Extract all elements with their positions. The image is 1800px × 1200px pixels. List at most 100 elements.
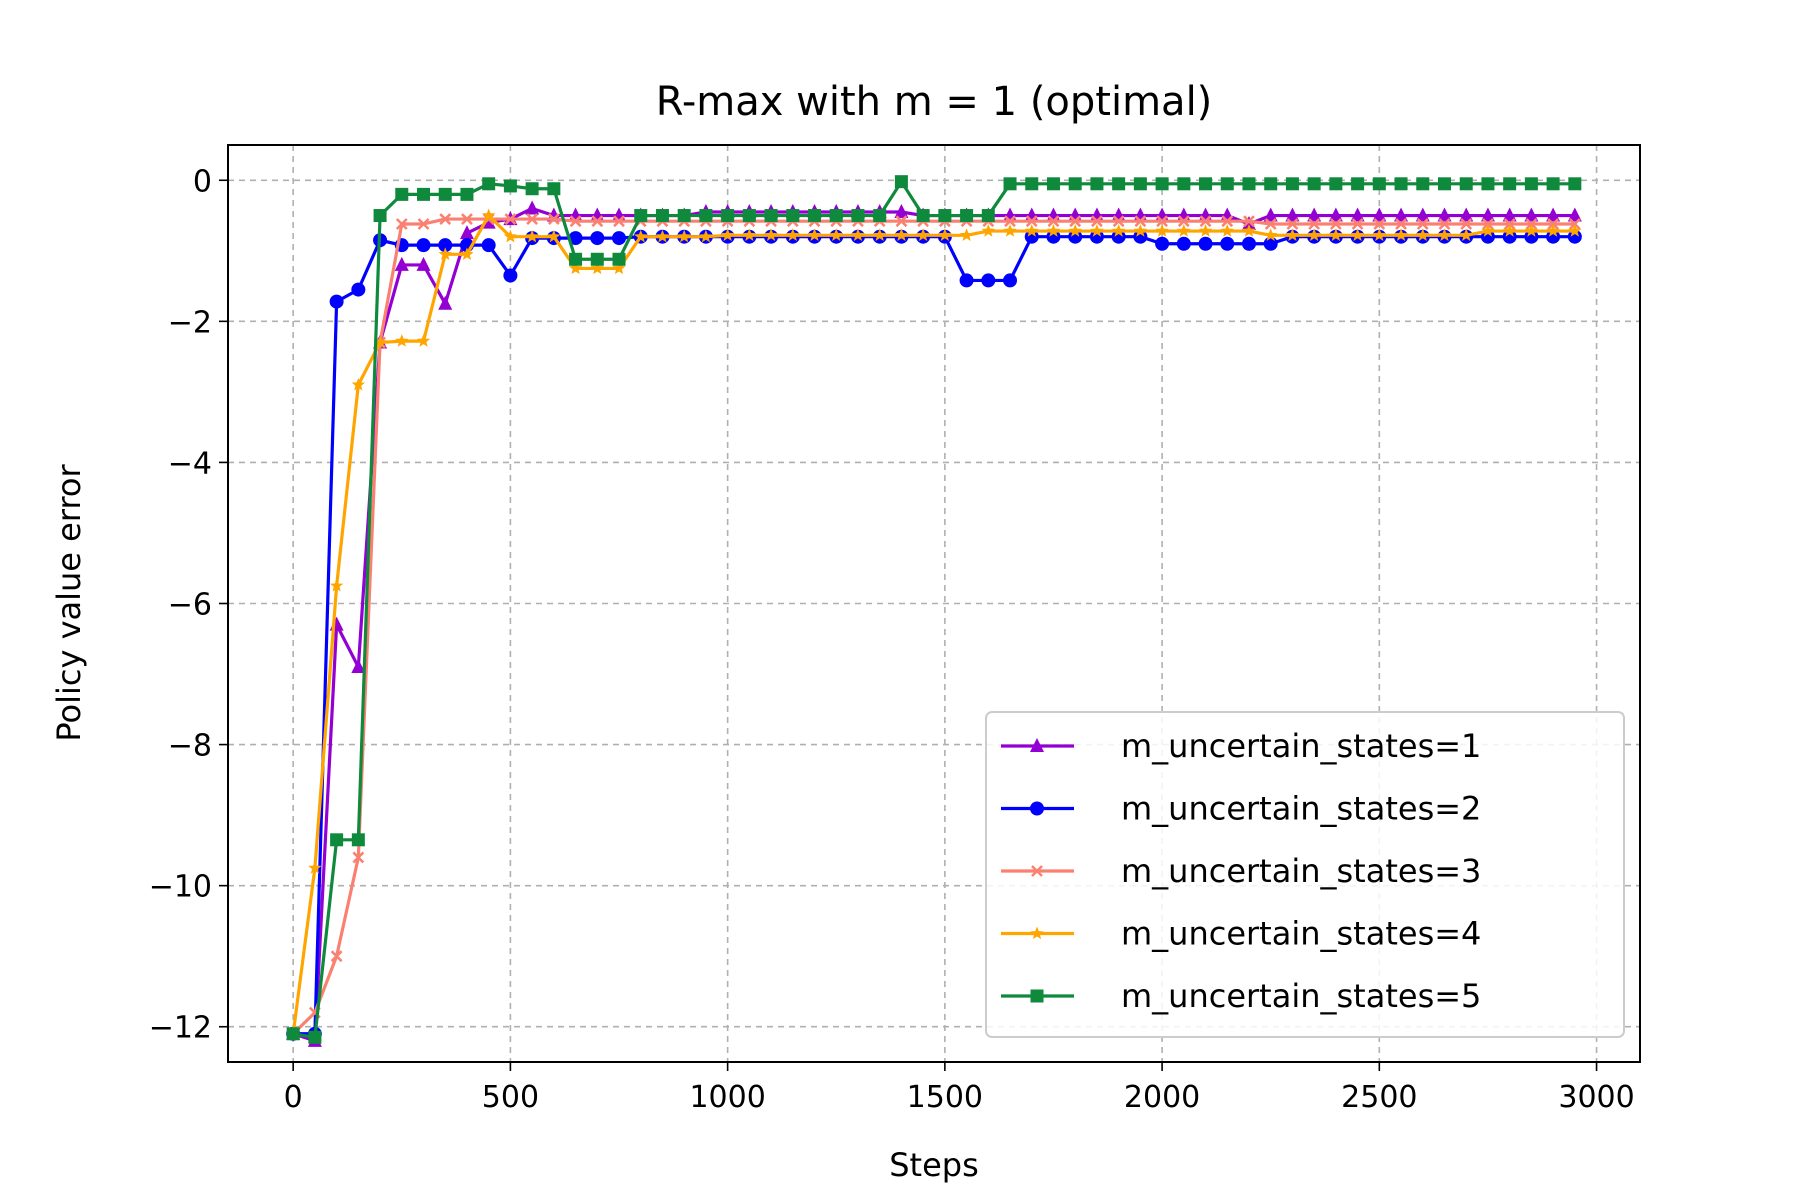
y-tick-label: −4 — [168, 446, 212, 481]
series-5-point — [1220, 177, 1234, 191]
series-5-point — [721, 209, 735, 223]
marker-stroke — [1221, 215, 1234, 228]
series-2-point — [1024, 229, 1039, 244]
series-2-point — [1198, 236, 1213, 251]
series-1-point — [1394, 207, 1409, 222]
x-tick-label: 1500 — [907, 1080, 983, 1115]
series-5-point — [1003, 177, 1017, 191]
marker-stroke — [569, 215, 582, 228]
series-5-point — [395, 187, 409, 201]
series-3-point — [504, 213, 517, 225]
series-5-point — [438, 187, 452, 201]
marker-stroke — [1416, 218, 1429, 230]
series-4-point — [329, 578, 344, 592]
series-4-point — [612, 261, 626, 275]
marker-stroke — [1525, 218, 1538, 230]
series-4-point — [1220, 224, 1234, 237]
series-5 — [286, 175, 1582, 1044]
series-1-point — [394, 256, 409, 271]
series-1-point — [1459, 207, 1474, 222]
series-2-point — [329, 294, 344, 309]
legend-label: m_uncertain_states=5 — [1121, 977, 1481, 1015]
series-5-point — [482, 177, 496, 191]
marker-stroke — [1329, 218, 1342, 230]
series-5-point — [308, 1030, 322, 1044]
series-4-point — [1524, 224, 1539, 237]
series-1-point — [1350, 207, 1365, 222]
series-4-point — [720, 228, 735, 241]
y-tick-label: −12 — [149, 1011, 212, 1046]
series-2-point — [1155, 236, 1170, 251]
series-3-line — [292, 217, 1575, 1035]
series-1-point — [1372, 207, 1387, 222]
series-layer — [286, 175, 1582, 1047]
legend: m_uncertain_states=1 m_uncertain_states=2… — [985, 711, 1625, 1038]
y-tick-label: −2 — [168, 305, 212, 340]
marker-stroke — [895, 215, 908, 228]
series-5-point — [1177, 177, 1191, 191]
series-3-point — [1156, 215, 1168, 228]
legend-label: m_uncertain_states=3 — [1121, 852, 1481, 890]
series-5-point — [547, 182, 561, 196]
series-5-point — [1416, 177, 1430, 191]
series-5-point — [1285, 177, 1299, 191]
marker-stroke — [1351, 218, 1364, 230]
marker-stroke — [613, 215, 625, 228]
series-3-point — [1177, 215, 1190, 228]
series-2-point — [1567, 229, 1582, 244]
series-2-point — [1502, 229, 1517, 244]
marker-stroke — [1091, 215, 1103, 228]
series-3-point — [1438, 218, 1451, 230]
marker-stroke — [1199, 215, 1212, 228]
marker-stroke — [330, 950, 343, 963]
series-3-point — [330, 950, 343, 963]
series-5-point — [1307, 177, 1321, 191]
series-4-point — [1264, 228, 1278, 241]
marker-stroke — [395, 218, 408, 230]
series-4-point — [1198, 224, 1213, 237]
x-tick-label: 0 — [284, 1080, 303, 1115]
series-1-point — [459, 225, 474, 240]
legend-item-4: m_uncertain_states=4 — [1001, 915, 1481, 953]
series-4-point — [1329, 228, 1343, 241]
series-3-point — [547, 213, 560, 225]
marker-stroke — [1460, 218, 1473, 230]
series-4-point — [590, 261, 604, 275]
series-3-point — [1351, 218, 1364, 230]
series-5-point — [1264, 177, 1278, 191]
series-4-point — [373, 335, 387, 349]
series-5-point — [1481, 177, 1495, 191]
series-3-point — [569, 215, 582, 228]
marker-stroke — [1547, 218, 1559, 230]
series-5-point — [1524, 177, 1538, 191]
series-5-point — [1133, 177, 1147, 191]
series-5-point — [764, 209, 778, 223]
series-3-point — [526, 213, 539, 225]
series-4-point — [938, 228, 952, 241]
series-5-point — [1155, 177, 1169, 191]
legend-swatch-marker — [1030, 801, 1044, 816]
series-3-point — [1286, 218, 1299, 230]
series-4-point — [786, 228, 800, 241]
series-4-point — [916, 228, 930, 241]
series-2-point — [1263, 236, 1278, 251]
marker-stroke — [1047, 215, 1060, 228]
series-4-point — [894, 228, 909, 241]
series-4-point — [655, 229, 670, 243]
marker-stroke — [1156, 215, 1168, 228]
legend-item-2: m_uncertain_states=2 — [1001, 790, 1481, 828]
series-4-point — [981, 224, 995, 237]
legend-label: m_uncertain_states=4 — [1121, 915, 1481, 953]
series-2-point — [568, 231, 583, 246]
series-2-point — [590, 231, 605, 246]
series-4-point — [351, 377, 365, 391]
series-4-point — [634, 229, 648, 243]
series-2-point — [438, 238, 453, 253]
series-5-point — [677, 209, 691, 223]
series-5-point — [808, 209, 822, 223]
series-2-point — [1176, 236, 1191, 251]
marker-stroke — [1308, 218, 1321, 230]
marker-stroke — [352, 851, 365, 864]
series-3-point — [1091, 215, 1103, 228]
